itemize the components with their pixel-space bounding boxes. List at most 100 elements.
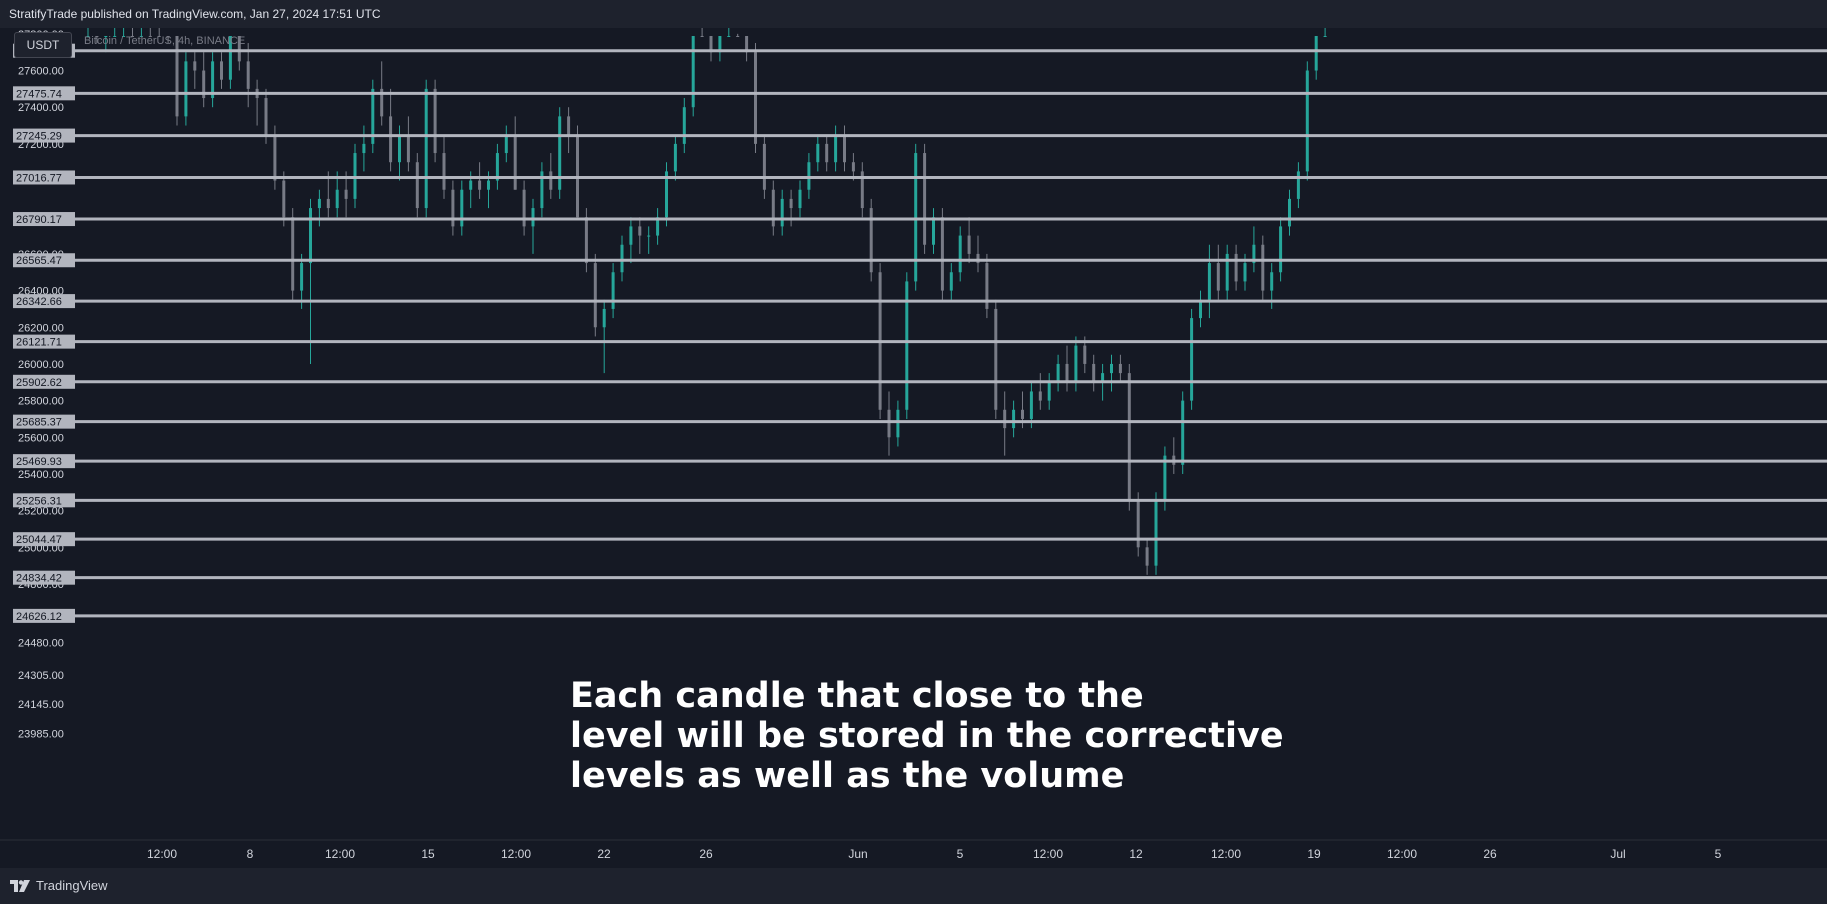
level-label-box xyxy=(13,253,75,268)
candle-up xyxy=(1154,501,1158,566)
candle-down xyxy=(522,189,526,227)
candle-up xyxy=(1074,345,1078,383)
candle-up xyxy=(905,281,909,410)
candle-down xyxy=(380,88,384,117)
time-tick-label: 15 xyxy=(421,847,435,861)
candle-up xyxy=(629,226,633,245)
time-tick-label: 5 xyxy=(957,847,964,861)
candle-down xyxy=(202,70,206,99)
candle-up xyxy=(487,180,490,190)
candle-up xyxy=(104,36,108,37)
price-tick-label: 27400.00 xyxy=(18,102,64,114)
annotation-line-2: level will be stored in the corrective xyxy=(570,716,1284,756)
candle-down xyxy=(1136,501,1140,548)
candle-up xyxy=(673,143,677,172)
price-tick-label: 26000.00 xyxy=(18,359,64,371)
candle-down xyxy=(326,198,330,209)
time-tick-label: 12:00 xyxy=(1211,847,1241,861)
price-tick-label: 27600.00 xyxy=(18,66,64,78)
candle-down xyxy=(976,253,980,264)
publisher-bar: StratifyTrade published on TradingView.c… xyxy=(0,0,1827,28)
candle-down xyxy=(406,134,410,163)
candle-up xyxy=(122,36,126,37)
candle-down xyxy=(860,171,864,209)
level-label: 25685.37 xyxy=(16,417,62,429)
candle-down xyxy=(220,61,223,80)
candle-up xyxy=(691,36,695,108)
candle-up xyxy=(1029,391,1033,419)
candle-down xyxy=(451,189,455,227)
candle-down xyxy=(923,153,927,245)
candle-down xyxy=(131,36,134,37)
price-tick-label: 25800.00 xyxy=(18,396,64,408)
candle-down xyxy=(887,409,891,438)
candle-down xyxy=(157,36,161,37)
candle-up xyxy=(718,36,722,53)
tradingview-icon xyxy=(10,879,30,892)
candle-down xyxy=(193,61,197,71)
candle-down xyxy=(1038,391,1042,401)
level-label-box xyxy=(13,170,75,185)
candle-up xyxy=(620,244,624,273)
candle-up xyxy=(531,208,535,227)
level-label-box xyxy=(13,86,75,101)
level-label: 27016.77 xyxy=(16,172,62,184)
price-tick-label: 24305.00 xyxy=(18,670,64,682)
currency-button[interactable]: USDT xyxy=(14,32,72,58)
brand-label: TradingView xyxy=(36,878,108,893)
candle-up xyxy=(932,217,935,245)
chart-area[interactable]: 28000.0027800.0027600.0027400.0027200.00… xyxy=(0,28,1827,868)
candle-down xyxy=(869,208,873,273)
candle-down xyxy=(1083,345,1087,364)
level-label-box xyxy=(13,374,75,389)
candle-up xyxy=(317,198,321,209)
candle-up xyxy=(807,162,811,190)
candle-down xyxy=(700,36,704,37)
candle-up xyxy=(139,36,143,37)
candle-down xyxy=(1092,363,1096,383)
price-tick-label: 25600.00 xyxy=(18,432,64,444)
candle-up xyxy=(647,235,651,237)
candle-up xyxy=(682,107,686,144)
candle-up xyxy=(460,189,464,227)
footer-bar xyxy=(0,868,1827,904)
candle-up xyxy=(780,198,784,227)
tradingview-logo[interactable]: TradingView xyxy=(10,878,108,893)
candle-up xyxy=(211,61,215,99)
price-tick-label: 23985.00 xyxy=(18,728,64,740)
candle-up xyxy=(958,235,962,273)
candle-down xyxy=(264,98,268,135)
candle-down xyxy=(95,36,99,37)
level-label-box xyxy=(13,608,75,623)
price-chart[interactable]: 28000.0027800.0027600.0027400.0027200.00… xyxy=(0,28,1827,868)
candle-up xyxy=(1012,409,1016,429)
candle-down xyxy=(1003,409,1007,429)
candle-up xyxy=(424,88,428,209)
candle-up xyxy=(1243,263,1247,282)
candle-down xyxy=(771,189,775,227)
candle-down xyxy=(1145,547,1149,566)
candle-down xyxy=(478,180,482,190)
price-tick-label: 24480.00 xyxy=(18,638,64,650)
candle-up xyxy=(1047,382,1051,401)
candle-down xyxy=(389,116,393,163)
candle-up xyxy=(611,272,615,309)
candle-down xyxy=(1065,363,1069,383)
candle-up xyxy=(798,189,802,209)
candle-up xyxy=(1314,36,1318,71)
price-tick-label: 24145.00 xyxy=(18,699,64,711)
time-tick-label: 19 xyxy=(1307,847,1321,861)
candle-down xyxy=(851,162,855,172)
candle-up xyxy=(1190,318,1194,401)
level-label: 24834.42 xyxy=(16,573,62,585)
candle-up xyxy=(1225,253,1229,291)
candle-down xyxy=(736,36,740,37)
candle-up xyxy=(1288,198,1291,227)
time-tick-label: 12:00 xyxy=(147,847,177,861)
price-tick-label: 25200.00 xyxy=(18,506,64,518)
candle-down xyxy=(166,36,170,37)
candle-down xyxy=(638,226,642,236)
level-label-box xyxy=(13,414,75,429)
level-label-box xyxy=(13,570,75,585)
price-tick-label: 26200.00 xyxy=(18,322,64,334)
